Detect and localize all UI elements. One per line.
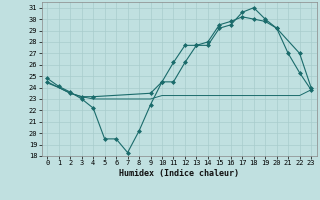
X-axis label: Humidex (Indice chaleur): Humidex (Indice chaleur) (119, 169, 239, 178)
